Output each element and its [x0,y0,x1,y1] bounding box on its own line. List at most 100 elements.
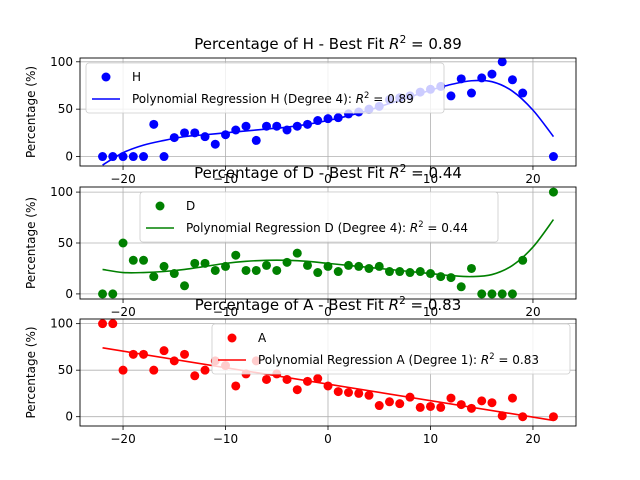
data-point [456,400,466,410]
legend-label-line-r: R [356,92,364,106]
y-tick-label: 50 [58,236,73,250]
data-point [159,152,169,162]
axes-frame [79,186,577,300]
legend-box [139,191,499,243]
data-point [384,397,394,407]
data-point [200,132,210,142]
data-point [477,73,487,83]
data-point [497,289,507,299]
data-point [169,133,179,143]
plot-area [98,187,558,299]
data-point [364,390,374,400]
data-point [180,281,190,291]
legend: A Polynomial Regression A (Degree 1): R2 … [211,323,571,375]
data-point [98,319,108,329]
data-point [159,346,169,356]
data-point [128,255,138,265]
axes-frame [79,57,577,167]
x-tick-label: 20 [525,305,540,319]
data-point [313,268,323,278]
data-point [292,121,302,131]
legend-label-line: Polynomial Regression D (Degree 4): R2 =… [186,219,468,235]
data-point [395,267,405,277]
data-point [425,401,435,411]
data-point [487,69,497,79]
data-point [333,387,343,397]
legend-label-line-main: Polynomial Regression H (Degree 4): [132,92,356,106]
data-point [251,265,261,275]
data-point [323,261,333,271]
data-point [272,265,282,275]
axes-frame [79,318,577,427]
x-tick-label: 0 [324,305,332,319]
data-point [231,381,241,391]
data-point [303,260,313,270]
data-point [221,261,231,271]
data-point [98,152,108,162]
legend-label-scatter: D [186,199,195,213]
y-tick-label: 100 [50,317,73,331]
x-tick-label: 20 [525,172,540,186]
data-point [466,263,476,273]
legend-label-line-r: R [481,353,489,367]
x-tick-label: 10 [423,432,438,446]
data-point [333,113,343,123]
data-point [139,152,149,162]
legend-label-line-sup: 2 [418,219,423,229]
legend-label-line-tail: = 0.83 [495,353,539,367]
data-point [507,393,517,403]
chart-title-main: Percentage of D - Best Fit [194,164,389,182]
x-tick-label: −10 [213,305,238,319]
legend-box [211,323,571,375]
data-point [303,376,313,386]
data-point [374,261,384,271]
data-point [149,272,159,282]
data-point [169,356,179,366]
legend-marker-icon [227,333,237,343]
data-point [477,289,487,299]
y-tick-label: 100 [50,55,73,69]
x-tick-label: −20 [110,172,135,186]
data-point [118,238,128,248]
data-point [128,152,138,162]
y-tick-label: 0 [65,150,73,164]
data-point [241,265,251,275]
data-point [180,349,190,359]
legend-label-line: Polynomial Regression A (Degree 1): R2 =… [258,351,539,367]
data-point [507,75,517,85]
data-point [436,402,446,412]
data-point [262,260,272,270]
legend-label-line-main: Polynomial Regression A (Degree 1): [258,353,481,367]
chart-title-tail: = 0.83 [406,296,462,314]
data-point [548,187,558,197]
data-point [313,116,323,126]
data-point [139,349,149,359]
legend-label-line-sup: 2 [364,90,369,100]
legend-label-line-r: R [410,221,418,235]
y-tick-label: 0 [65,287,73,301]
data-point [200,258,210,268]
data-point [180,128,190,138]
x-tick-label: 0 [324,172,332,186]
data-point [149,365,159,375]
data-point [262,121,272,131]
chart-title-sup: 2 [400,34,407,46]
data-point [487,289,497,299]
legend: H Polynomial Regression H (Degree 4): R2 … [85,62,445,114]
chart-title: Percentage of A - Best Fit R2 = 0.83 [195,295,462,314]
x-tick-label: 0 [324,432,332,446]
data-point [190,258,200,268]
data-point [221,130,231,140]
data-point [354,388,364,398]
legend-label-scatter: H [132,70,141,84]
data-point [251,135,261,145]
data-point [466,88,476,98]
data-point [108,152,118,162]
data-point [323,381,333,391]
data-point [210,265,220,275]
legend-label-line: Polynomial Regression H (Degree 4): R2 =… [132,90,414,106]
data-point [548,152,558,162]
data-point [241,121,251,131]
